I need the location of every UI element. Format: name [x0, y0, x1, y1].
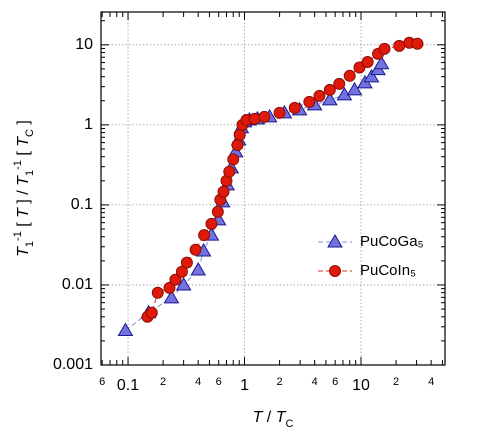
data-point: [151, 286, 164, 299]
data-point: [363, 68, 380, 83]
x-tick-label: 0.1: [117, 377, 139, 394]
label-part: ] /: [15, 186, 32, 208]
label-part: -1: [12, 231, 24, 241]
y-tick-label: 10: [75, 36, 93, 53]
x-tick-label: 2: [277, 376, 283, 388]
data-point: [258, 110, 271, 123]
legend-marker: [327, 234, 343, 248]
x-tick-label: 6: [332, 376, 338, 388]
label-part: T: [15, 207, 32, 218]
legend-label: PuCoIn₅: [360, 262, 416, 279]
data-point: [205, 217, 218, 230]
data-point: [189, 243, 202, 256]
data-point: [313, 89, 326, 102]
legend-label: PuCoGa₅: [360, 233, 424, 250]
label-part: /: [262, 409, 275, 426]
label-part: -1: [12, 160, 24, 170]
x-tick-label: 4: [312, 376, 318, 388]
data-point: [117, 322, 134, 336]
x-tick-label: 2: [393, 376, 399, 388]
label-part: 1: [24, 241, 36, 247]
label-part: T: [15, 246, 32, 257]
data-point: [393, 39, 406, 52]
data-point: [303, 95, 316, 108]
label-part: 1: [24, 170, 36, 176]
data-point: [378, 42, 391, 55]
y-tick-label: 0.001: [53, 356, 93, 373]
y-label: T1-1 [ T ] / T1-1 [ TC ]: [12, 120, 36, 257]
data-point: [248, 112, 261, 125]
data-point: [211, 205, 224, 218]
legend-marker: [329, 265, 341, 277]
label-part: [: [15, 218, 32, 231]
label-part: T: [15, 175, 32, 186]
data-point: [323, 83, 336, 96]
x-tick-label: 6: [216, 376, 222, 388]
label-part: C: [285, 418, 293, 430]
data-point: [321, 91, 338, 106]
x-tick-label: 4: [428, 376, 434, 388]
data-point: [198, 229, 211, 242]
data-point: [223, 165, 236, 178]
data-point: [175, 265, 188, 278]
data-point: [163, 289, 180, 304]
y-tick-label: 1: [84, 116, 93, 133]
label-part: T: [15, 136, 32, 147]
data-point: [175, 276, 192, 291]
x-tick-label: 1: [240, 377, 249, 394]
x-tick-label: 2: [160, 376, 166, 388]
data-point: [346, 81, 363, 96]
data-point: [361, 55, 374, 68]
x-tick-label: 6: [99, 376, 105, 388]
data-point: [353, 61, 366, 74]
data-point: [231, 139, 244, 152]
data-point: [169, 273, 182, 286]
label-part: C: [24, 129, 36, 137]
data-point: [233, 128, 246, 141]
x-label: T / TC: [253, 409, 294, 430]
data-point: [227, 153, 240, 166]
data-point: [333, 77, 346, 90]
data-point: [343, 69, 356, 82]
data-point: [163, 281, 176, 294]
x-tick-label: 4: [195, 376, 201, 388]
label-part: ]: [15, 120, 32, 129]
y-tick-label: 0.01: [62, 276, 93, 293]
data-point: [190, 261, 207, 276]
data-point: [180, 256, 193, 269]
y-tick-label: 0.1: [71, 196, 93, 213]
data-point: [288, 101, 301, 114]
data-point: [145, 306, 158, 319]
label-part: T: [253, 409, 264, 426]
data-point: [273, 106, 286, 119]
x-tick-label: 10: [352, 377, 370, 394]
data-point: [217, 185, 230, 198]
label-part: T: [276, 409, 287, 426]
data-point: [411, 37, 424, 50]
data-point: [373, 55, 390, 70]
plot-frame: [100, 11, 446, 366]
label-part: [: [15, 147, 32, 160]
